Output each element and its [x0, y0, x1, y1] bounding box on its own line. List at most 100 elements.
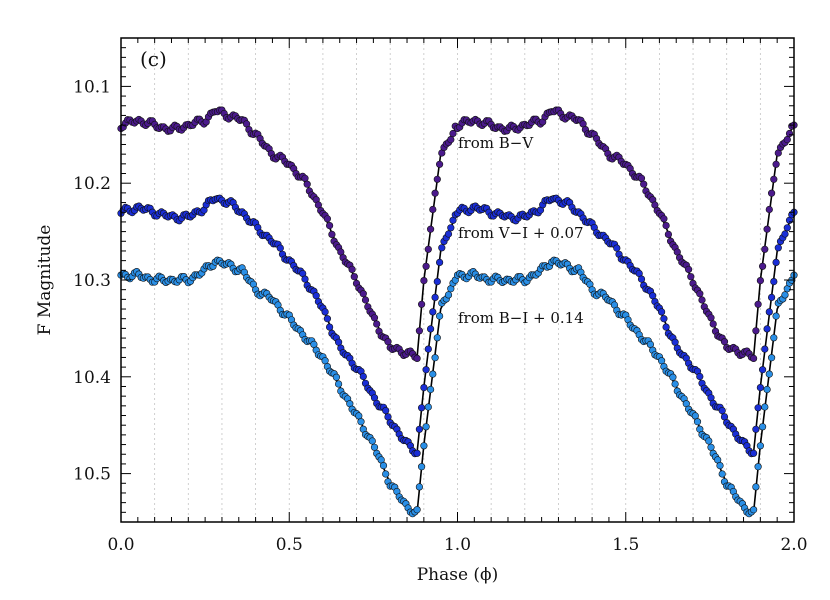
- data-point: [438, 244, 446, 252]
- data-point: [752, 483, 760, 491]
- data-point: [765, 370, 773, 378]
- data-point: [718, 470, 726, 478]
- data-point: [693, 418, 702, 426]
- data-point: [424, 245, 432, 253]
- data-point: [669, 373, 677, 381]
- data-point: [756, 384, 765, 392]
- data-point: [783, 136, 791, 144]
- series-label-v-i: from V−I + 0.07: [458, 224, 584, 242]
- data-point: [413, 354, 421, 363]
- data-point: [756, 277, 765, 285]
- data-point: [449, 129, 457, 138]
- data-point: [758, 262, 767, 270]
- data-point: [783, 224, 791, 232]
- y-tick-label: 10.3: [73, 271, 111, 291]
- x-tick-label: 1.0: [444, 535, 471, 555]
- data-point: [429, 205, 437, 214]
- data-point: [767, 189, 776, 197]
- data-point: [761, 403, 769, 411]
- data-point: [752, 327, 760, 335]
- x-axis-title: Phase (ϕ): [417, 565, 499, 585]
- panel-label: (c): [140, 47, 167, 71]
- data-point: [418, 463, 426, 471]
- data-point: [415, 327, 424, 335]
- data-point: [444, 230, 453, 238]
- data-point: [436, 312, 444, 320]
- data-point: [749, 506, 758, 514]
- data-point: [433, 175, 441, 183]
- data-point: [379, 462, 388, 470]
- data-point: [424, 403, 432, 411]
- data-point: [763, 385, 771, 394]
- data-point: [752, 425, 760, 433]
- data-point: [373, 320, 381, 328]
- data-point: [323, 315, 332, 323]
- data-point: [420, 442, 428, 450]
- data-point: [447, 136, 455, 144]
- data-point: [754, 404, 762, 412]
- data-point: [765, 205, 773, 214]
- data-point: [303, 180, 311, 188]
- data-point: [359, 372, 367, 381]
- data-point: [767, 354, 776, 362]
- data-point: [660, 215, 668, 223]
- data-point: [707, 314, 715, 322]
- data-point: [716, 462, 724, 470]
- data-point: [431, 189, 439, 197]
- data-point: [707, 443, 715, 451]
- data-point: [382, 470, 390, 478]
- data-point: [427, 225, 435, 233]
- data-point: [348, 265, 356, 274]
- data-point: [326, 323, 334, 331]
- data-point: [770, 278, 778, 286]
- data-point: [323, 215, 332, 223]
- data-point: [413, 506, 421, 514]
- data-point: [447, 224, 455, 232]
- data-point: [326, 222, 334, 230]
- data-point: [785, 129, 794, 138]
- axis-ticks: 0.0 0.5 1.0 1.5 2.0 10.1 10.2 10.3 10.4 10.5: [73, 37, 808, 555]
- data-point: [754, 300, 762, 308]
- data-point: [415, 425, 424, 433]
- data-point: [422, 366, 430, 374]
- data-point: [431, 354, 439, 362]
- data-point: [382, 407, 390, 415]
- series-label-b-v: from B−V: [458, 134, 534, 152]
- data-point: [637, 275, 646, 283]
- data-point: [758, 423, 767, 431]
- data-point: [321, 308, 329, 316]
- data-point: [436, 160, 444, 168]
- data-point: [698, 296, 706, 304]
- data-point: [422, 423, 430, 431]
- data-point: [756, 442, 765, 450]
- data-point: [357, 418, 365, 426]
- data-point: [754, 463, 762, 471]
- data-point: [781, 230, 789, 238]
- data-point: [758, 366, 767, 374]
- data-point: [640, 180, 648, 188]
- x-tick-label: 0.0: [107, 535, 134, 555]
- data-point: [613, 244, 621, 252]
- data-point: [361, 296, 370, 304]
- data-point: [749, 449, 758, 457]
- data-point: [418, 404, 426, 412]
- data-point: [368, 437, 376, 445]
- data-point: [433, 334, 441, 342]
- data-point: [772, 258, 780, 267]
- data-point: [444, 291, 453, 299]
- data-point: [420, 384, 428, 392]
- data-point: [772, 312, 780, 320]
- data-point: [664, 230, 673, 238]
- data-point: [687, 273, 695, 281]
- data-point: [420, 277, 428, 285]
- data-point: [684, 265, 693, 274]
- x-tick-label: 2.0: [780, 535, 807, 555]
- series-points: [117, 106, 798, 518]
- data-point: [662, 323, 670, 331]
- data-point: [335, 380, 343, 388]
- data-point: [781, 291, 789, 299]
- data-point: [436, 258, 444, 267]
- series-label-b-i: from B−I + 0.14: [458, 309, 584, 327]
- data-point: [770, 334, 778, 342]
- data-point: [765, 308, 773, 316]
